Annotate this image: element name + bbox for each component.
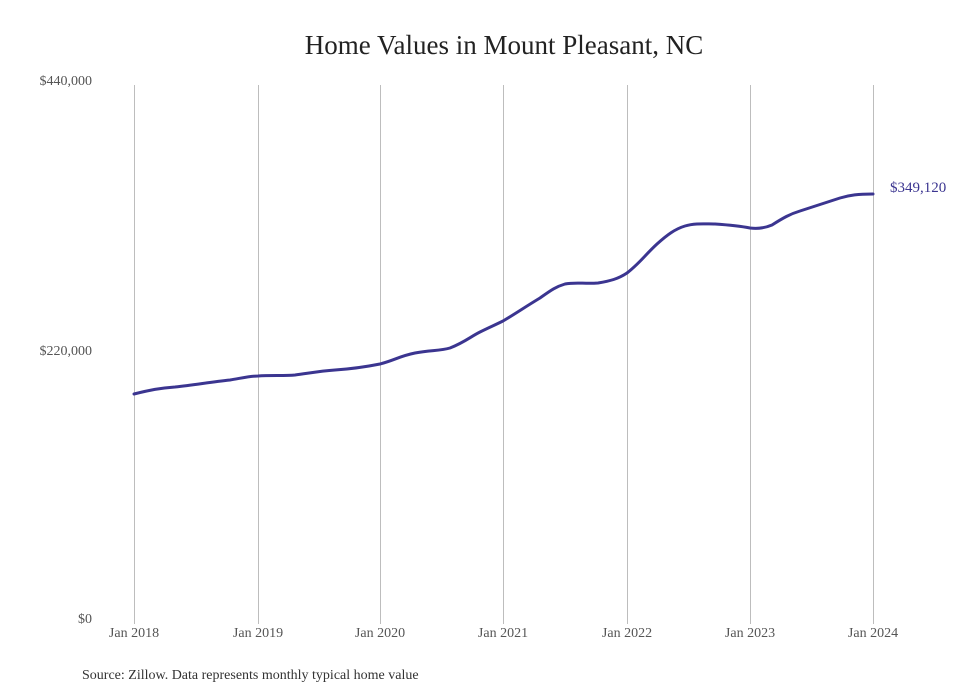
end-value-label: $349,120 [890,180,947,196]
x-tick-2023: Jan 2023 [724,626,776,641]
gridlines [134,85,874,624]
y-tick-max: $440,000 [39,74,93,89]
x-tick-2024: Jan 2024 [847,626,899,641]
x-tick-2018: Jan 2018 [108,626,160,641]
home-value-line [132,192,875,396]
x-tick-2021: Jan 2021 [477,626,529,641]
y-tick-zero: $0 [78,612,92,627]
y-tick-mid: $220,000 [39,344,93,359]
source-note: Source: Zillow. Data represents monthly … [82,668,419,683]
x-tick-2019: Jan 2019 [232,626,284,641]
chart-title: Home Values in Mount Pleasant, NC [304,30,704,60]
x-tick-2022: Jan 2022 [601,626,653,641]
x-tick-2020: Jan 2020 [354,626,406,641]
